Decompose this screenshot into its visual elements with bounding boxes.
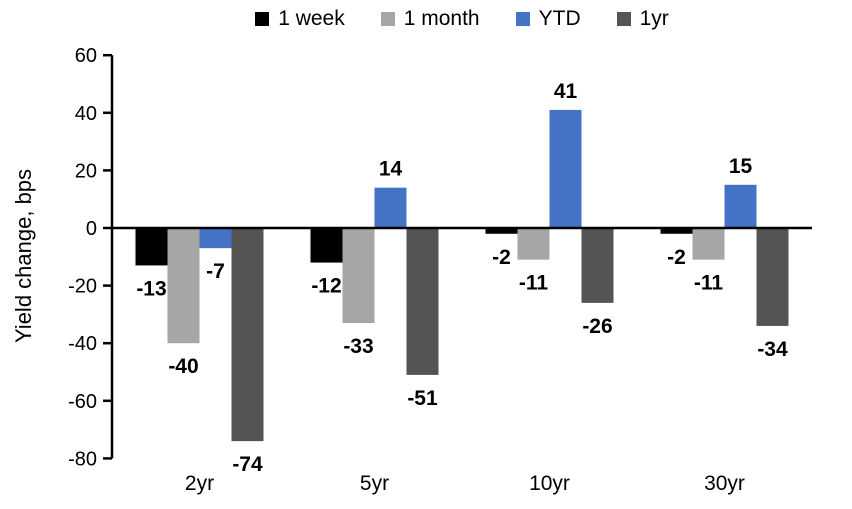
bar-5yr-1yr [406,228,439,375]
bar-2yr-1yr [231,228,264,442]
legend-item-1yr: 1yr [616,7,669,30]
bar-30yr-1-month [692,228,725,260]
bar-10yr-YTD [549,109,582,228]
bar-10yr-1yr [581,228,614,303]
data-label-30yr-1-week: -2 [667,246,686,269]
y-tick-label--80: -80 [68,448,97,470]
bar-30yr-YTD [724,184,757,228]
data-label-30yr-YTD: 15 [729,155,753,178]
x-axis-label-10yr: 10yr [529,472,570,495]
bar-5yr-YTD [374,187,407,228]
data-label-30yr-1-month: -11 [694,272,724,295]
data-label-2yr-1yr: -74 [232,453,263,476]
bar-5yr-1-week [310,228,343,263]
data-label-5yr-YTD: 14 [379,158,403,181]
bar-10yr-1-month [517,228,550,260]
y-tick-label-40: 40 [75,103,97,125]
bar-2yr-YTD [199,228,232,249]
legend-marker-1-month-icon [380,11,395,26]
legend-label-1yr: 1yr [639,7,669,30]
bar-10yr-1-week [485,228,518,234]
legend-marker-1-week-icon [255,11,270,26]
legend-item-1-month: 1 month [380,7,480,30]
data-label-5yr-1-week: -12 [311,275,341,298]
x-axis-label-2yr: 2yr [185,472,214,495]
data-label-2yr-1-week: -13 [136,277,166,300]
y-tick-label-60: 60 [75,45,97,67]
y-tick-label--40: -40 [68,333,97,355]
data-label-10yr-1yr: -26 [582,315,612,338]
data-label-5yr-1-month: -33 [343,335,373,358]
y-tick-label-0: 0 [86,218,97,240]
bar-5yr-1-month [342,228,375,324]
legend-marker-1yr-icon [616,11,631,26]
bar-30yr-1yr [756,228,789,326]
legend-label-1-week: 1 week [278,7,345,30]
bar-2yr-1-month [167,228,200,344]
data-label-2yr-YTD: -7 [206,260,225,283]
bar-30yr-1-week [660,228,693,234]
data-label-10yr-1-month: -11 [519,272,549,295]
data-label-30yr-1yr: -34 [757,338,788,361]
y-tick-label--60: -60 [68,391,97,413]
data-label-2yr-1-month: -40 [168,355,198,378]
legend: 1 week 1 month YTD 1yr [112,8,812,29]
legend-item-1-week: 1 week [255,8,345,29]
data-label-10yr-YTD: 41 [554,80,578,103]
data-label-5yr-1yr: -51 [407,387,438,410]
legend-label-1-month: 1 month [403,7,480,30]
data-label-10yr-1-week: -2 [492,246,511,269]
y-tick-label--20: -20 [68,276,97,298]
legend-marker-ytd-icon [515,11,530,26]
x-axis-label-30yr: 30yr [704,472,745,495]
legend-label-ytd: YTD [538,7,581,30]
bar-2yr-1-week [135,228,168,266]
legend-item-ytd: YTD [515,7,581,30]
y-tick-label-20: 20 [75,160,97,182]
x-axis-label-5yr: 5yr [360,472,389,495]
